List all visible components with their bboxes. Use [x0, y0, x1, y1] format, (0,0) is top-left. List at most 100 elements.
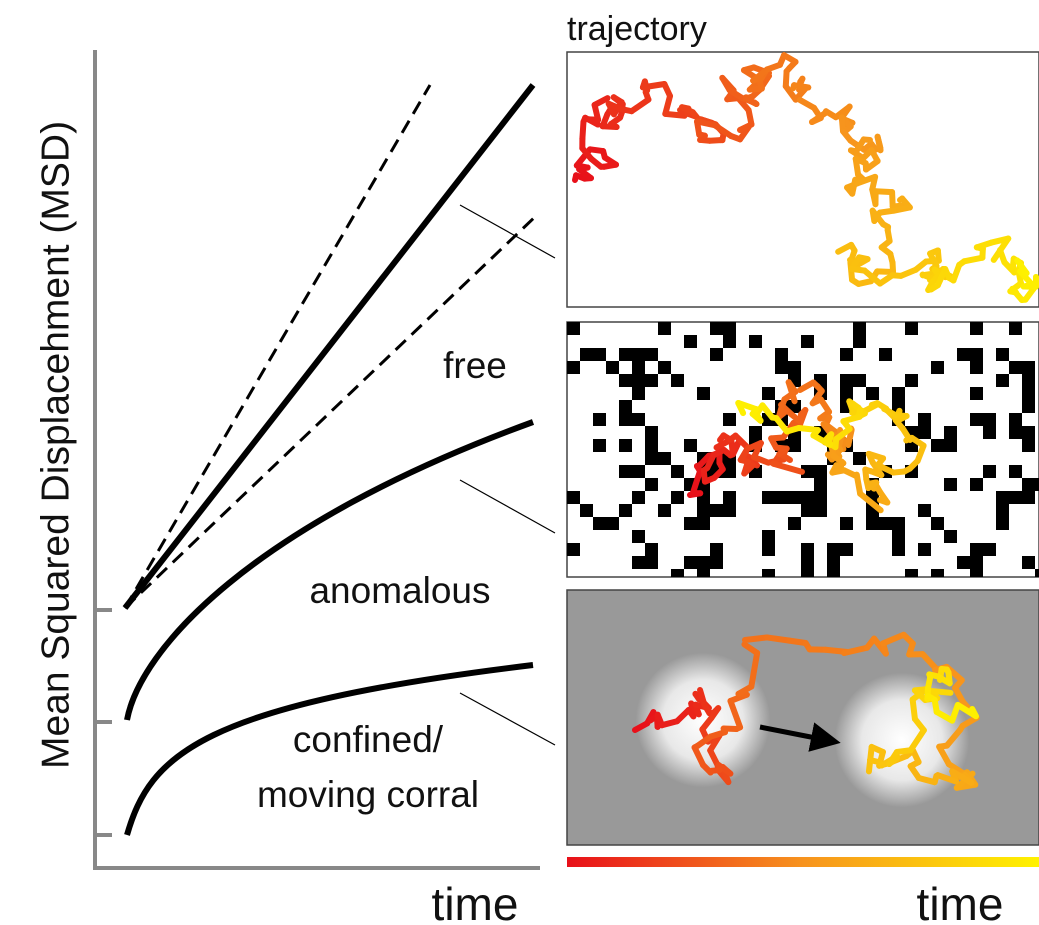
obstacle	[944, 439, 957, 452]
y-axis-label: Mean Squared Displacehment (MSD)	[34, 121, 77, 769]
obstacle	[1035, 478, 1039, 491]
obstacle	[1009, 491, 1022, 504]
obstacle	[892, 530, 905, 543]
obstacle	[684, 556, 697, 569]
obstacle	[645, 556, 658, 569]
obstacle	[957, 556, 970, 569]
obstacle	[970, 361, 983, 374]
obstacle	[632, 374, 645, 387]
obstacle	[775, 491, 788, 504]
obstacle	[918, 413, 931, 426]
obstacle	[1009, 413, 1022, 426]
obstacle	[918, 426, 931, 439]
obstacle	[697, 569, 710, 582]
obstacle	[697, 556, 710, 569]
obstacle	[892, 387, 905, 400]
obstacle	[606, 361, 619, 374]
obstacle	[905, 322, 918, 335]
obstacle	[840, 517, 853, 530]
curve-labels: free anomalous confined/ moving corral	[257, 345, 507, 815]
obstacle	[879, 517, 892, 530]
obstacle	[814, 504, 827, 517]
obstacle	[723, 413, 736, 426]
obstacle	[1009, 426, 1022, 439]
obstacle	[710, 348, 723, 361]
obstacle	[970, 556, 983, 569]
dashed-lower	[125, 215, 537, 608]
obstacle	[827, 543, 840, 556]
obstacle	[684, 517, 697, 530]
obstacle	[723, 491, 736, 504]
obstacle	[762, 387, 775, 400]
obstacle	[580, 504, 593, 517]
obstacle	[658, 322, 671, 335]
obstacle	[1022, 426, 1035, 439]
obstacle	[970, 569, 983, 582]
obstacle	[619, 413, 632, 426]
obstacle	[606, 517, 619, 530]
obstacle	[801, 504, 814, 517]
obstacle	[645, 374, 658, 387]
obstacle	[619, 348, 632, 361]
obstacle	[775, 361, 788, 374]
obstacle	[749, 426, 762, 439]
obstacle	[619, 439, 632, 452]
obstacle	[632, 556, 645, 569]
obstacle	[944, 426, 957, 439]
obstacle	[840, 348, 853, 361]
colorbar	[567, 857, 1039, 867]
obstacle	[918, 504, 931, 517]
obstacle	[723, 335, 736, 348]
label-corral: moving corral	[257, 774, 479, 815]
obstacle	[749, 335, 762, 348]
obstacle	[840, 374, 853, 387]
obstacle	[762, 569, 775, 582]
label-anomalous: anomalous	[309, 570, 490, 611]
obstacle	[866, 387, 879, 400]
obstacle	[762, 543, 775, 556]
obstacle	[710, 322, 723, 335]
obstacle	[788, 491, 801, 504]
obstacle	[1035, 569, 1039, 582]
obstacle	[970, 413, 983, 426]
obstacle	[671, 465, 684, 478]
connectors	[460, 205, 555, 745]
obstacle	[1022, 478, 1035, 491]
obstacle	[567, 361, 580, 374]
obstacle	[762, 530, 775, 543]
obstacle	[645, 478, 658, 491]
obstacle	[866, 517, 879, 530]
obstacle	[892, 517, 905, 530]
obstacle	[827, 569, 840, 582]
obstacle	[593, 517, 606, 530]
obstacle	[1009, 361, 1022, 374]
obstacle	[801, 491, 814, 504]
trajectory-step	[665, 114, 684, 116]
obstacle	[697, 504, 710, 517]
figure: Mean Squared Displacehment (MSD) time fr…	[0, 0, 1039, 925]
trajectory-step	[643, 84, 665, 87]
obstacle	[645, 348, 658, 361]
obstacle	[658, 452, 671, 465]
obstacle	[931, 569, 944, 582]
obstacle	[619, 374, 632, 387]
obstacle	[1022, 361, 1035, 374]
obstacle	[879, 348, 892, 361]
obstacle	[801, 543, 814, 556]
obstacle	[671, 491, 684, 504]
obstacle	[1022, 374, 1035, 387]
obstacle	[1022, 439, 1035, 452]
obstacle	[983, 543, 996, 556]
obstacle	[1022, 556, 1035, 569]
obstacle	[710, 556, 723, 569]
obstacle	[645, 452, 658, 465]
obstacle	[697, 387, 710, 400]
obstacle	[619, 465, 632, 478]
obstacle	[996, 517, 1009, 530]
obstacle	[970, 543, 983, 556]
obstacle	[593, 348, 606, 361]
obstacle	[697, 517, 710, 530]
obstacle	[892, 543, 905, 556]
trajectory-step	[931, 691, 951, 693]
obstacle	[632, 465, 645, 478]
